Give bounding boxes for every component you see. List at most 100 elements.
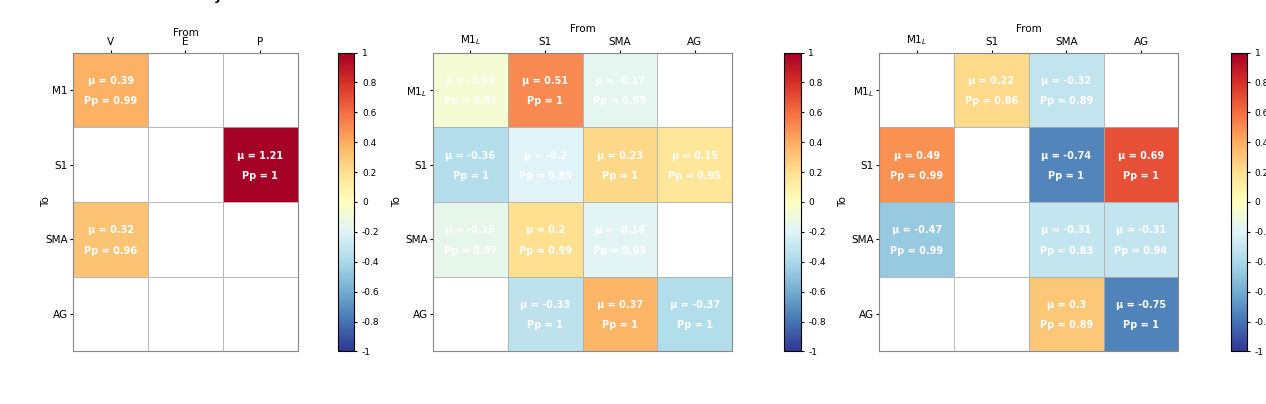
Bar (148, 277, 223, 351)
Bar (657, 127, 732, 202)
Bar (73, 53, 148, 127)
Text: Pp = 1: Pp = 1 (603, 171, 638, 181)
Bar (880, 53, 955, 127)
Text: To: To (42, 197, 52, 207)
Text: Pp = 1: Pp = 1 (527, 96, 563, 106)
Text: Pp = 0.99: Pp = 0.99 (594, 96, 647, 106)
Text: Pp = 0.99: Pp = 0.99 (594, 246, 647, 256)
Text: μ = 0.23: μ = 0.23 (596, 151, 643, 161)
Text: μ = 0.69: μ = 0.69 (1118, 151, 1163, 161)
Bar (73, 127, 148, 202)
Bar (1104, 53, 1179, 127)
Text: Pp = 0.94: Pp = 0.94 (1114, 246, 1167, 256)
Text: μ = -0.17: μ = -0.17 (595, 76, 644, 86)
Bar (1104, 277, 1179, 351)
Bar (73, 202, 148, 277)
Text: μ = 0.39: μ = 0.39 (87, 76, 134, 86)
Text: Pp = 1: Pp = 1 (1123, 171, 1158, 181)
Text: To: To (838, 197, 848, 207)
Text: Pp = 1: Pp = 1 (603, 320, 638, 330)
Bar (148, 202, 223, 277)
Bar (955, 53, 1029, 127)
Text: μ = -0.37: μ = -0.37 (670, 300, 720, 310)
Text: Pp = 0.96: Pp = 0.96 (84, 246, 137, 256)
Text: Pp = 1: Pp = 1 (242, 171, 279, 181)
Bar (955, 202, 1029, 277)
Bar (582, 53, 657, 127)
Text: μ = -0.32: μ = -0.32 (1041, 76, 1091, 86)
Text: μ = -0.07: μ = -0.07 (446, 76, 495, 86)
Bar (508, 202, 582, 277)
Text: μ = -0.31: μ = -0.31 (1041, 225, 1091, 236)
Text: μ = -0.74: μ = -0.74 (1041, 151, 1091, 161)
Bar (582, 127, 657, 202)
Bar (1029, 202, 1104, 277)
Text: Pp = 0.95: Pp = 0.95 (668, 171, 722, 181)
Text: μ = 0.3: μ = 0.3 (1047, 300, 1086, 310)
Text: Pp = 0.99: Pp = 0.99 (519, 171, 572, 181)
Bar (1029, 277, 1104, 351)
Text: μ = 0.49: μ = 0.49 (894, 151, 939, 161)
Text: Pp = 0.89: Pp = 0.89 (1039, 320, 1093, 330)
Bar (1104, 127, 1179, 202)
Bar (880, 277, 955, 351)
Bar (223, 202, 298, 277)
Text: Pp = 0.97: Pp = 0.97 (444, 246, 498, 256)
Text: μ = -0.47: μ = -0.47 (891, 225, 942, 236)
Bar (148, 53, 223, 127)
Text: Pp = 0.99: Pp = 0.99 (84, 96, 137, 106)
Text: μ = -0.75: μ = -0.75 (1115, 300, 1166, 310)
Text: μ = -0.2: μ = -0.2 (524, 151, 567, 161)
Bar (582, 202, 657, 277)
Text: μ = 0.32: μ = 0.32 (87, 225, 134, 236)
Text: Pp = 0.99: Pp = 0.99 (890, 246, 943, 256)
Text: Pp = 0.81: Pp = 0.81 (444, 96, 498, 106)
Bar (433, 202, 508, 277)
Text: Pp = 1: Pp = 1 (677, 320, 713, 330)
Text: μ = -0.33: μ = -0.33 (520, 300, 570, 310)
Text: μ = 1.21: μ = 1.21 (237, 151, 284, 161)
Bar (955, 127, 1029, 202)
Text: μ = 0.37: μ = 0.37 (596, 300, 643, 310)
Bar (955, 277, 1029, 351)
Bar (880, 127, 955, 202)
Bar (433, 127, 508, 202)
Bar (433, 277, 508, 351)
X-axis label: From: From (570, 24, 595, 34)
Text: Pp = 1: Pp = 1 (527, 320, 563, 330)
Bar (508, 53, 582, 127)
Bar (433, 53, 508, 127)
Text: Pp = 0.99: Pp = 0.99 (519, 246, 572, 256)
Text: μ = 0.51: μ = 0.51 (522, 76, 568, 86)
Bar (1029, 53, 1104, 127)
Text: μ = -0.18: μ = -0.18 (595, 225, 646, 236)
Text: Pp = 1: Pp = 1 (1048, 171, 1084, 181)
Bar (508, 277, 582, 351)
Bar (223, 277, 298, 351)
Title: Connectivity: C: Connectivity: C (129, 0, 242, 3)
Bar (880, 202, 955, 277)
X-axis label: From: From (1017, 24, 1042, 34)
Text: Pp = 1: Pp = 1 (452, 171, 489, 181)
X-axis label: From: From (172, 27, 199, 38)
Bar (582, 277, 657, 351)
Text: μ = 0.2: μ = 0.2 (525, 225, 565, 236)
Text: μ = 0.22: μ = 0.22 (968, 76, 1014, 86)
Bar (148, 127, 223, 202)
Text: Pp = 0.83: Pp = 0.83 (1039, 246, 1093, 256)
Bar (223, 127, 298, 202)
Text: μ = -0.36: μ = -0.36 (446, 151, 495, 161)
Bar (223, 53, 298, 127)
Bar (1104, 202, 1179, 277)
Text: μ = 0.15: μ = 0.15 (672, 151, 718, 161)
Text: To: To (392, 197, 403, 207)
Text: Pp = 0.99: Pp = 0.99 (890, 171, 943, 181)
Bar (657, 53, 732, 127)
Bar (657, 277, 732, 351)
Bar (657, 202, 732, 277)
Bar (508, 127, 582, 202)
Text: Pp = 0.86: Pp = 0.86 (965, 96, 1018, 106)
Text: μ = -0.31: μ = -0.31 (1115, 225, 1166, 236)
Text: Pp = 0.89: Pp = 0.89 (1039, 96, 1093, 106)
Text: Pp = 1: Pp = 1 (1123, 320, 1158, 330)
